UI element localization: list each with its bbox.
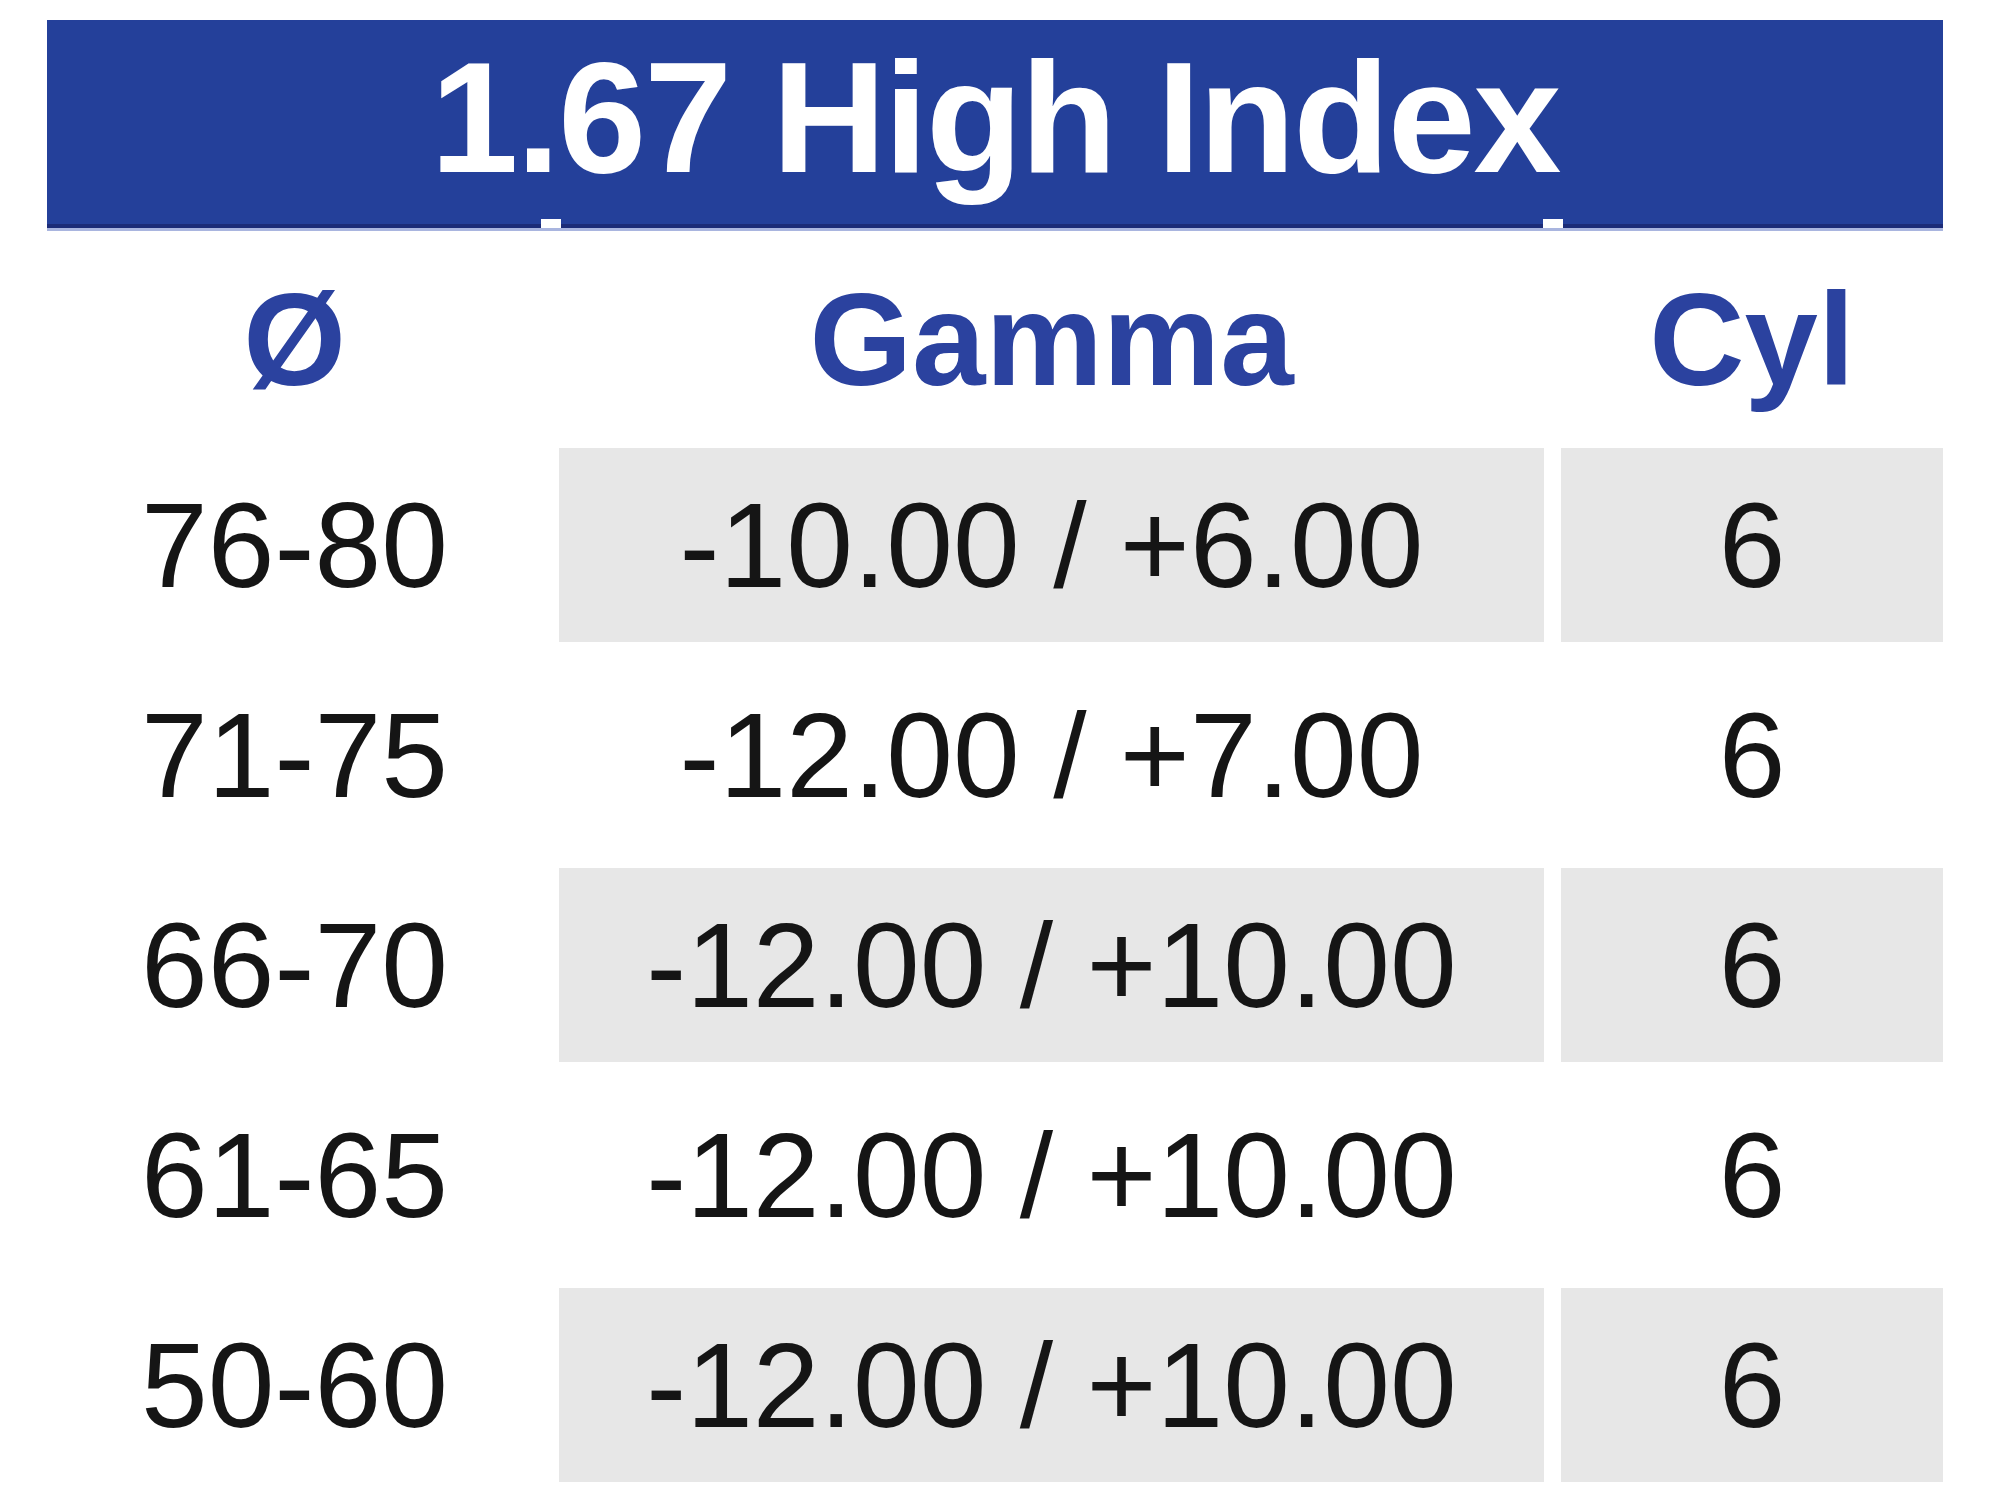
column-gap — [1544, 448, 1561, 658]
table-row-1-cyl-cell: 6 — [1561, 448, 1943, 658]
table-row-2-diameter-cell: 71-75 — [47, 658, 542, 868]
column-gap — [1544, 868, 1561, 1078]
table-row-5-gamma-cell: -12.00 / +10.00 — [559, 1288, 1544, 1498]
gamma-value: -10.00 / +6.00 — [559, 448, 1544, 642]
cyl-value: 6 — [1561, 868, 1943, 1062]
cyl-value: 6 — [1561, 1288, 1943, 1482]
column-gap — [1544, 232, 1561, 448]
diameter-value: 66-70 — [47, 868, 542, 1062]
table-row-5-diameter-cell: 50-60 — [47, 1288, 542, 1498]
column-gap-notch-1 — [541, 219, 561, 228]
table-row-3-diameter-cell: 66-70 — [47, 868, 542, 1078]
table-row-5-cyl-cell: 6 — [1561, 1288, 1943, 1498]
table-row-3-cyl-cell: 6 — [1561, 868, 1943, 1078]
column-gap-notch-2 — [1543, 219, 1563, 228]
column-header-cyl: Cyl — [1561, 232, 1943, 448]
column-gap — [542, 658, 559, 868]
column-gap — [1544, 1288, 1561, 1498]
table-title: 1.67 High Index — [430, 38, 1559, 206]
cyl-value: 6 — [1561, 1078, 1943, 1272]
table-row-3-gamma-cell: -12.00 / +10.00 — [559, 868, 1544, 1078]
table-row-4-diameter-cell: 61-65 — [47, 1078, 542, 1288]
gamma-value: -12.00 / +10.00 — [559, 1078, 1544, 1272]
table-row-4-cyl-cell: 6 — [1561, 1078, 1943, 1288]
diameter-value: 61-65 — [47, 1078, 542, 1272]
table-row-1-diameter-cell: 76-80 — [47, 448, 542, 658]
column-gap — [1544, 1078, 1561, 1288]
gamma-value: -12.00 / +7.00 — [559, 658, 1544, 852]
column-header-gamma: Gamma — [559, 232, 1544, 448]
column-gap — [542, 448, 559, 658]
diameter-value: 71-75 — [47, 658, 542, 852]
gamma-value: -12.00 / +10.00 — [559, 868, 1544, 1062]
column-gap — [542, 868, 559, 1078]
table-row-2-gamma-cell: -12.00 / +7.00 — [559, 658, 1544, 868]
column-gap — [1544, 658, 1561, 868]
table-title-banner: 1.67 High Index — [47, 20, 1943, 228]
column-gap — [542, 232, 559, 448]
spec-sheet-page: 1.67 High Index Ø Gamma Cyl 76-80 -10.00… — [0, 0, 2000, 1500]
gamma-value: -12.00 / +10.00 — [559, 1288, 1544, 1482]
table-row-4-gamma-cell: -12.00 / +10.00 — [559, 1078, 1544, 1288]
diameter-value: 76-80 — [47, 448, 542, 642]
table-row-1-gamma-cell: -10.00 / +6.00 — [559, 448, 1544, 658]
table-row-2-cyl-cell: 6 — [1561, 658, 1943, 868]
cyl-value: 6 — [1561, 448, 1943, 642]
column-gap — [542, 1288, 559, 1498]
column-gap — [542, 1078, 559, 1288]
lens-spec-table: Ø Gamma Cyl 76-80 -10.00 / +6.00 6 71-75… — [47, 232, 1943, 1498]
cyl-value: 6 — [1561, 658, 1943, 852]
diameter-value: 50-60 — [47, 1288, 542, 1482]
column-header-diameter: Ø — [47, 232, 542, 448]
banner-underline — [47, 228, 1943, 231]
